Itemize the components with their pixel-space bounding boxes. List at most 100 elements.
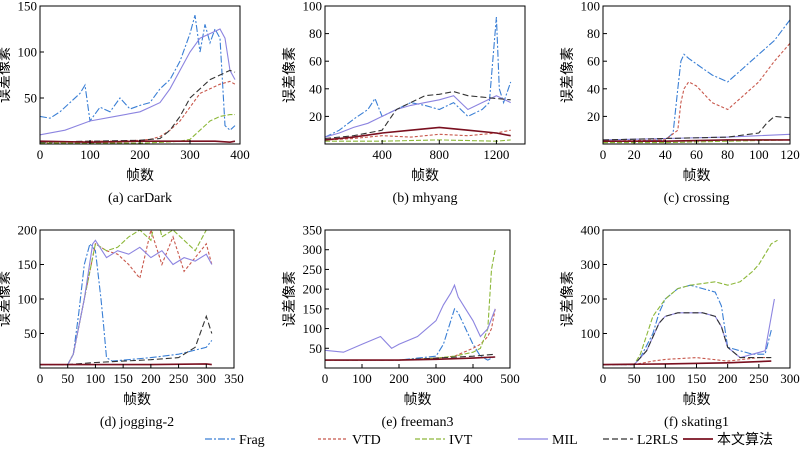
x-tick-label: 0 (37, 147, 44, 162)
y-tick-label: 100 (303, 321, 323, 336)
x-tick-label: 500 (500, 371, 520, 386)
series-line-5 (603, 312, 772, 366)
y-tick-label: 80 (309, 26, 322, 41)
y-tick-label: 50 (309, 341, 322, 356)
panel-caption: (a) carDark (108, 191, 172, 206)
panel-caption: (f) skating1 (664, 415, 729, 430)
series-line-4 (603, 298, 775, 366)
y-axis-label: 误差像素 (282, 47, 298, 103)
axes-frame (602, 229, 791, 369)
x-tick-label: 200 (389, 371, 409, 386)
x-tick-label: 400 (230, 147, 250, 162)
series-line-3 (40, 230, 208, 366)
legend-label: VTD (352, 433, 381, 448)
series-line-2 (325, 129, 511, 141)
series-line-3 (603, 239, 778, 366)
series-line-1 (325, 307, 496, 361)
x-tick-label: 250 (169, 371, 189, 386)
series-line-1 (40, 242, 213, 366)
panel-caption: (d) jogging-2 (100, 415, 174, 430)
y-tick-label: 100 (303, 0, 323, 14)
x-tick-label: 0 (600, 147, 607, 162)
y-axis-label: 误差像素 (282, 271, 298, 327)
series-line-5 (325, 91, 511, 140)
x-tick-label: 300 (197, 371, 217, 386)
y-tick-label: 100 (581, 326, 601, 341)
x-tick-label: 100 (86, 371, 106, 386)
legend-item: Frag (205, 433, 265, 448)
legend-label: MIL (552, 433, 578, 448)
y-axis-label: 误差像素 (0, 47, 13, 103)
series-line-2 (40, 230, 213, 366)
x-axis-label: 帧数 (683, 392, 711, 408)
plot-area (40, 230, 213, 366)
x-axis-label: 帧数 (404, 392, 432, 408)
y-axis-label: 误差像素 (560, 47, 576, 103)
legend: Frag VTD IVT MIL L2RLS 本文算法 (205, 432, 773, 448)
chart-panel-6: 0 50 100 150 200 250 300 100 200 300 400 帧数 误差像素 (f) … (560, 223, 800, 431)
x-tick-label: 20 (628, 147, 641, 162)
y-tick-label: 50 (24, 91, 37, 106)
y-tick-label: 400 (581, 223, 601, 238)
x-tick-label: 0 (322, 371, 329, 386)
x-tick-label: 100 (80, 147, 100, 162)
series-line-4 (40, 239, 213, 366)
series-line-6 (603, 360, 772, 366)
y-tick-label: 50 (24, 326, 37, 341)
y-tick-label: 100 (581, 0, 601, 14)
series-line-1 (40, 15, 236, 131)
x-axis-label: 帧数 (683, 168, 711, 184)
y-tick-label: 150 (18, 0, 38, 14)
series-line-6 (325, 356, 496, 361)
series-line-3 (40, 114, 235, 144)
plot-area (603, 19, 790, 144)
y-axis-label: 误差像素 (0, 271, 13, 327)
axes-frame (39, 5, 241, 145)
series-line-6 (40, 140, 236, 144)
series-line-1 (603, 19, 790, 142)
x-tick-label: 250 (749, 371, 769, 386)
plot-area (40, 15, 236, 144)
series-line-5 (40, 69, 236, 143)
x-tick-label: 200 (718, 371, 738, 386)
x-axis-label: 帧数 (411, 168, 439, 184)
legend-item: L2RLS (603, 433, 678, 448)
x-tick-label: 400 (372, 147, 392, 162)
y-tick-label: 300 (581, 257, 601, 272)
x-tick-label: 100 (352, 371, 372, 386)
axes-frame (324, 229, 511, 369)
legend-label: 本文算法 (717, 432, 773, 448)
panel-caption: (c) crossing (664, 191, 730, 206)
panel-caption: (e) freeman3 (382, 415, 454, 430)
y-tick-label: 40 (309, 81, 322, 96)
x-tick-label: 300 (180, 147, 200, 162)
x-tick-label: 80 (721, 147, 734, 162)
legend-label: Frag (239, 433, 265, 448)
plot-area (325, 16, 512, 142)
axes-frame (602, 5, 791, 145)
series-line-2 (603, 42, 790, 142)
y-tick-label: 150 (303, 301, 323, 316)
chart-panel-3: 0 20 40 60 80 100 120 20 40 60 80 100 帧数 误差像素 (c) cros… (560, 0, 800, 206)
y-tick-label: 60 (309, 54, 322, 69)
chart-panel-1: 0 100 200 300 400 50 100 150 帧数 误差像素 (a) carDark (0, 0, 250, 206)
x-tick-label: 100 (656, 371, 676, 386)
series-line-4 (325, 95, 511, 138)
series-line-6 (325, 126, 511, 141)
series-line-6 (40, 363, 212, 366)
x-tick-label: 200 (130, 147, 150, 162)
y-tick-label: 60 (587, 54, 600, 69)
chart-panel-5: 0 100 200 300 400 500 50 100 150 200 250 300 350 帧数 误差… (282, 223, 520, 431)
chart-panel-2: 400 800 1200 20 40 60 80 100 帧数 误差像素 (b) mhyang (282, 0, 526, 206)
x-tick-label: 300 (780, 371, 800, 386)
series-line-4 (40, 28, 236, 136)
series-line-2 (40, 80, 236, 143)
y-tick-label: 20 (309, 109, 322, 124)
series-line-3 (325, 249, 496, 361)
legend-item: MIL (518, 433, 578, 448)
x-tick-label: 120 (780, 147, 800, 162)
y-tick-label: 150 (18, 257, 38, 272)
y-tick-label: 200 (18, 223, 38, 238)
series-line-3 (325, 139, 511, 142)
